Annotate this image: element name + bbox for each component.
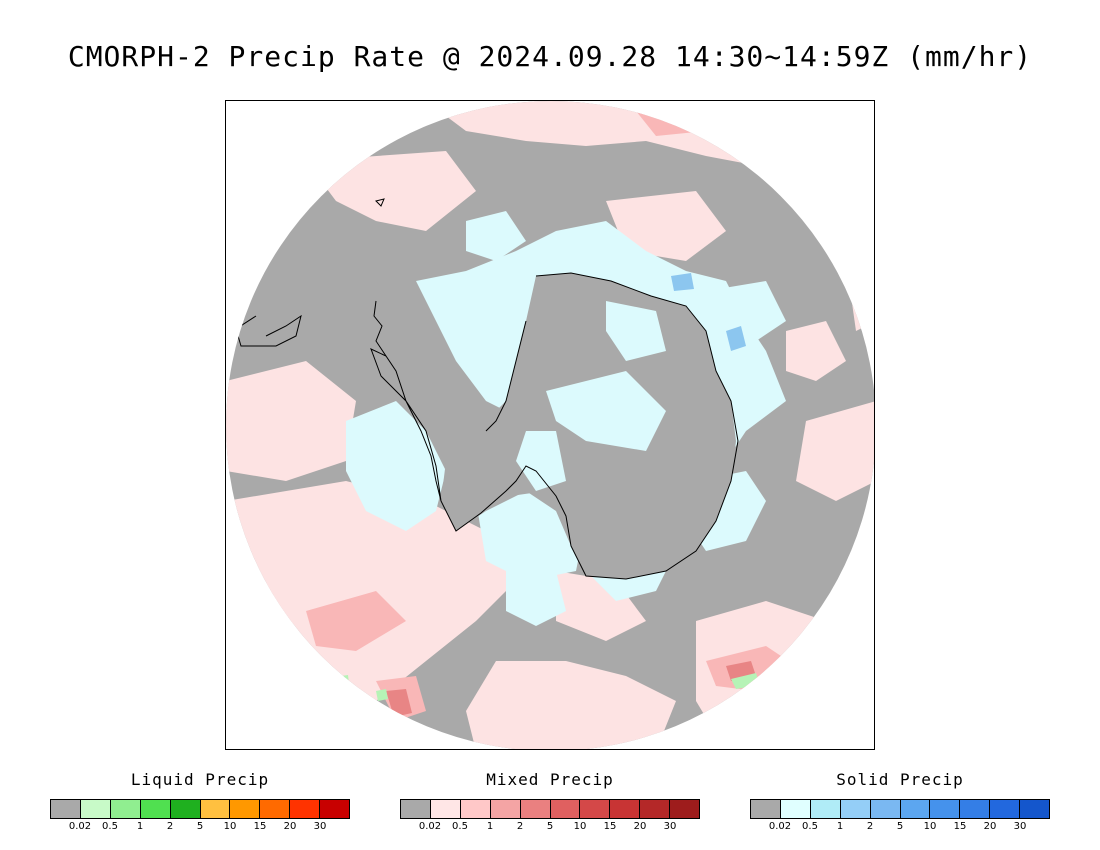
legend-swatch bbox=[80, 800, 111, 818]
legend-tick-label: 15 bbox=[603, 821, 617, 832]
legend-swatch bbox=[170, 800, 201, 818]
legend-tick-label: 2 bbox=[516, 821, 524, 832]
legend-liquid-precip: Liquid Precip 0.02 0.5 1 2 5 10 15 20 30 bbox=[50, 770, 350, 835]
legend-swatch bbox=[140, 800, 171, 818]
precip-map bbox=[225, 100, 875, 750]
legend-swatch bbox=[110, 800, 141, 818]
legend-swatch bbox=[1020, 800, 1050, 818]
legend-swatch bbox=[320, 800, 350, 818]
legend-mixed-precip: Mixed Precip 0.02 0.5 1 2 5 10 15 20 30 bbox=[400, 770, 700, 835]
legend-tick-label: 10 bbox=[573, 821, 587, 832]
legend-swatch bbox=[401, 800, 431, 818]
legend-tick-label: 20 bbox=[283, 821, 297, 832]
legend-swatch bbox=[640, 800, 671, 818]
legend-tick-label: 1 bbox=[136, 821, 144, 832]
legend-tick-label: 5 bbox=[196, 821, 204, 832]
legend-swatch bbox=[290, 800, 321, 818]
legend-swatch bbox=[930, 800, 961, 818]
legend-tick-label: 0.5 bbox=[802, 821, 818, 832]
solid-precip-moderate-areas bbox=[671, 273, 746, 351]
legend-swatch bbox=[550, 800, 581, 818]
legend-swatch bbox=[840, 800, 871, 818]
legend-swatch bbox=[670, 800, 700, 818]
legend-title: Liquid Precip bbox=[130, 770, 270, 789]
legend-tick-label: 30 bbox=[663, 821, 677, 832]
legend-tick-label: 30 bbox=[1013, 821, 1027, 832]
legend-color-bar bbox=[400, 799, 700, 819]
legend-tick-labels: 0.02 0.5 1 2 5 10 15 20 30 bbox=[400, 821, 700, 835]
legend-tick-label: 5 bbox=[896, 821, 904, 832]
legend-color-bar bbox=[50, 799, 350, 819]
legend-solid-precip: Solid Precip 0.02 0.5 1 2 5 10 15 20 30 bbox=[750, 770, 1050, 835]
legend-swatch bbox=[260, 800, 291, 818]
legend-swatch bbox=[200, 800, 231, 818]
legend-tick-labels: 0.02 0.5 1 2 5 10 15 20 30 bbox=[750, 821, 1050, 835]
legend-tick-label: 0.02 bbox=[68, 821, 92, 832]
legend-swatch bbox=[51, 800, 81, 818]
legend-swatch bbox=[460, 800, 491, 818]
legend-tick-label: 0.02 bbox=[768, 821, 792, 832]
legend-swatch bbox=[990, 800, 1021, 818]
polar-stereographic-map bbox=[226, 101, 874, 749]
precip-field bbox=[226, 101, 874, 749]
legend-swatch bbox=[490, 800, 521, 818]
legend-swatch bbox=[430, 800, 461, 818]
legend-tick-label: 0.5 bbox=[102, 821, 118, 832]
legend-tick-label: 0.5 bbox=[452, 821, 468, 832]
chart-title: CMORPH-2 Precip Rate @ 2024.09.28 14:30~… bbox=[67, 40, 1033, 73]
legend-tick-label: 20 bbox=[983, 821, 997, 832]
legend-tick-label: 10 bbox=[923, 821, 937, 832]
legend-tick-label: 5 bbox=[546, 821, 554, 832]
continental-solid-precip bbox=[516, 301, 666, 491]
legend-swatch bbox=[230, 800, 261, 818]
legend-swatch bbox=[520, 800, 551, 818]
legend-swatch bbox=[751, 800, 781, 818]
legend-tick-label: 30 bbox=[313, 821, 327, 832]
legend-swatch bbox=[610, 800, 641, 818]
legend-swatch bbox=[810, 800, 841, 818]
legend-title: Mixed Precip bbox=[486, 770, 614, 789]
legend-tick-label: 15 bbox=[253, 821, 267, 832]
legend-tick-label: 1 bbox=[836, 821, 844, 832]
legend-title: Solid Precip bbox=[836, 770, 964, 789]
legend-color-bar bbox=[750, 799, 1050, 819]
legend-tick-label: 2 bbox=[866, 821, 874, 832]
legend-tick-label: 15 bbox=[953, 821, 967, 832]
legend-swatch bbox=[580, 800, 611, 818]
legend-swatch bbox=[780, 800, 811, 818]
legend-tick-label: 2 bbox=[166, 821, 174, 832]
legend-tick-label: 20 bbox=[633, 821, 647, 832]
legend-swatch bbox=[870, 800, 901, 818]
legend-tick-label: 1 bbox=[486, 821, 494, 832]
legend-tick-labels: 0.02 0.5 1 2 5 10 15 20 30 bbox=[50, 821, 350, 835]
legend-tick-label: 0.02 bbox=[418, 821, 442, 832]
legend-swatch bbox=[960, 800, 991, 818]
legend-swatch bbox=[900, 800, 931, 818]
legend-tick-label: 10 bbox=[223, 821, 237, 832]
